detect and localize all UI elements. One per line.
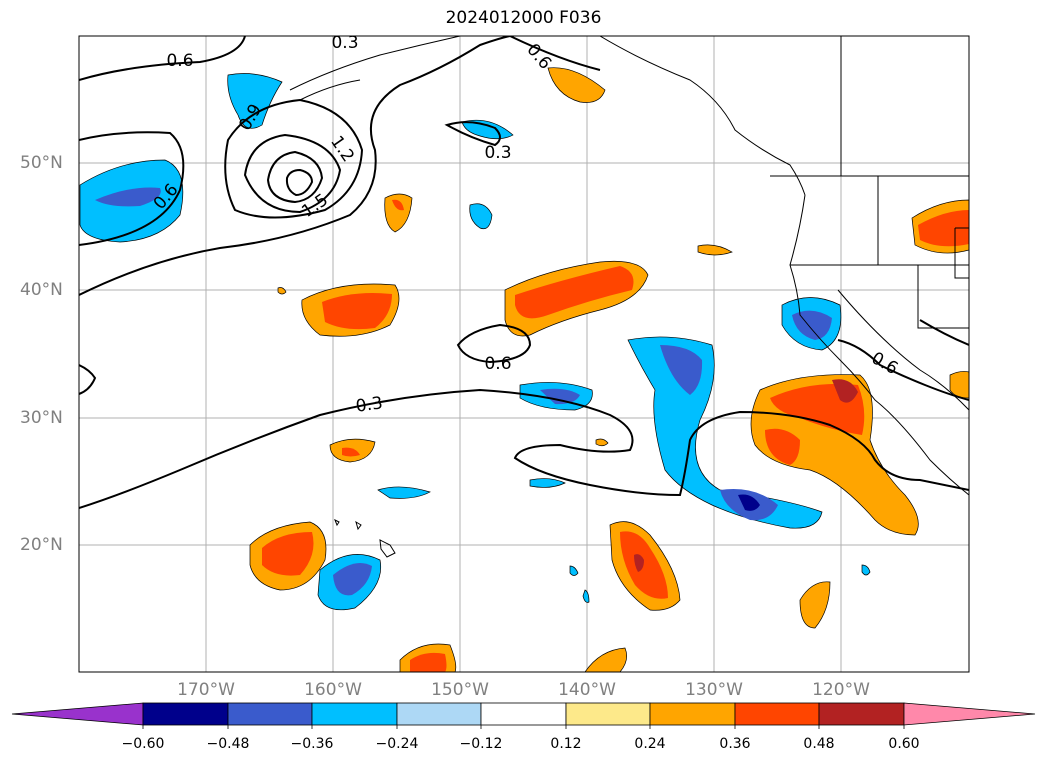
positive-blob-north [547,67,606,103]
lat-label: 50°N [20,153,63,173]
colorbar-tick-label: −0.60 [121,736,165,752]
colorbar-segment [227,702,313,726]
lon-label: 170°W [177,680,235,700]
map-frame [78,35,970,673]
lon-label: 150°W [431,680,489,700]
colorbar-tick-label: 0.12 [550,736,582,752]
negative-band-center [627,336,823,529]
map-title: 2024012000 F036 [445,8,602,28]
colorbar-tick-label: −0.36 [290,736,334,752]
contours [79,36,969,509]
negative-blob-small [469,203,493,230]
colorbar-extend-low [11,702,144,726]
gridlines [79,36,969,672]
lat-label: 20°N [20,535,63,555]
colorbar-segment [649,702,736,726]
coastlines [289,36,969,558]
colorbar-tick-label: 0.24 [634,736,666,752]
contour-label: 0.3 [484,143,511,163]
colorbar-tick-label: 0.60 [888,736,920,752]
contour-label: 0.6 [484,354,511,374]
lon-label: 130°W [685,680,743,700]
lat-label: 30°N [20,408,63,428]
lon-label: 120°W [812,680,870,700]
lon-label: 160°W [304,680,362,700]
colorbar-segment [480,702,567,726]
lon-label: 140°W [558,680,616,700]
colorbar-segment [734,702,820,726]
colorbar-tick-label: −0.12 [459,736,503,752]
colorbar-tick-label: 0.48 [803,736,835,752]
contour-label: 1.2 [326,132,358,166]
colorbar-segment [565,702,651,726]
colorbar-tick-label: −0.24 [375,736,419,752]
colorbar-segment [818,702,905,726]
shaded-fields [79,67,969,672]
colorbar-segment [311,702,398,726]
colorbar-tick-label: 0.36 [719,736,751,752]
map-plot: 0.6 0.9 1.2 1.5 0.6 0.3 0.6 0.3 0.6 0.6 … [79,33,969,672]
lat-label: 40°N [20,280,63,300]
contour-label: 0.6 [166,51,193,71]
contour-label: 0.3 [331,33,358,53]
colorbar-extend-high [903,702,1036,726]
negative-blob-aleutian [227,73,283,129]
colorbar-tick-label: −0.48 [206,736,250,752]
contour-label: 0.3 [355,393,385,417]
colorbar-segment [142,702,229,726]
colorbar-segment [396,702,482,726]
colorbar [11,702,1036,729]
contour-label: 0.6 [868,348,901,379]
